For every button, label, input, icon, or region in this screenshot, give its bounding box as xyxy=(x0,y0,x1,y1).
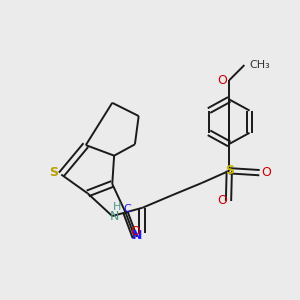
Text: CH₃: CH₃ xyxy=(249,60,270,70)
Text: O: O xyxy=(218,74,227,87)
Text: N: N xyxy=(132,229,142,242)
Text: S: S xyxy=(49,166,58,179)
Text: S: S xyxy=(225,164,234,177)
Text: O: O xyxy=(130,225,140,238)
Text: C: C xyxy=(124,203,131,214)
Text: H: H xyxy=(112,202,121,212)
Text: O: O xyxy=(261,166,271,179)
Text: N: N xyxy=(110,210,119,223)
Text: O: O xyxy=(217,194,227,208)
